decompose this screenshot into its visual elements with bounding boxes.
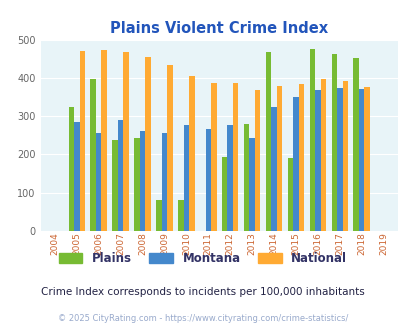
- Bar: [167, 65, 172, 231]
- Title: Plains Violent Crime Index: Plains Violent Crime Index: [110, 21, 328, 36]
- Bar: [161, 133, 167, 231]
- Bar: [276, 86, 281, 231]
- Bar: [79, 51, 85, 231]
- Bar: [287, 158, 292, 231]
- Bar: [74, 122, 79, 231]
- Bar: [156, 200, 161, 231]
- Bar: [112, 140, 117, 231]
- Bar: [254, 90, 260, 231]
- Bar: [101, 50, 107, 231]
- Bar: [364, 87, 369, 231]
- Bar: [211, 83, 216, 231]
- Bar: [331, 54, 336, 231]
- Bar: [309, 49, 314, 231]
- Text: © 2025 CityRating.com - https://www.cityrating.com/crime-statistics/: © 2025 CityRating.com - https://www.city…: [58, 314, 347, 323]
- Bar: [243, 124, 249, 231]
- Legend: Plains, Montana, National: Plains, Montana, National: [55, 248, 350, 269]
- Bar: [298, 84, 303, 231]
- Bar: [314, 90, 320, 231]
- Bar: [342, 81, 347, 231]
- Bar: [320, 79, 325, 231]
- Text: Crime Index corresponds to incidents per 100,000 inhabitants: Crime Index corresponds to incidents per…: [41, 287, 364, 297]
- Bar: [68, 107, 74, 231]
- Bar: [145, 57, 150, 231]
- Bar: [358, 88, 364, 231]
- Bar: [232, 83, 238, 231]
- Bar: [117, 120, 123, 231]
- Bar: [139, 131, 145, 231]
- Bar: [134, 138, 139, 231]
- Bar: [249, 138, 254, 231]
- Bar: [292, 97, 298, 231]
- Bar: [336, 88, 342, 231]
- Bar: [96, 133, 101, 231]
- Bar: [123, 52, 128, 231]
- Bar: [189, 76, 194, 231]
- Bar: [271, 107, 276, 231]
- Bar: [183, 125, 189, 231]
- Bar: [178, 200, 183, 231]
- Bar: [205, 129, 211, 231]
- Bar: [265, 52, 271, 231]
- Bar: [90, 79, 96, 231]
- Bar: [353, 58, 358, 231]
- Bar: [222, 157, 227, 231]
- Bar: [227, 125, 232, 231]
